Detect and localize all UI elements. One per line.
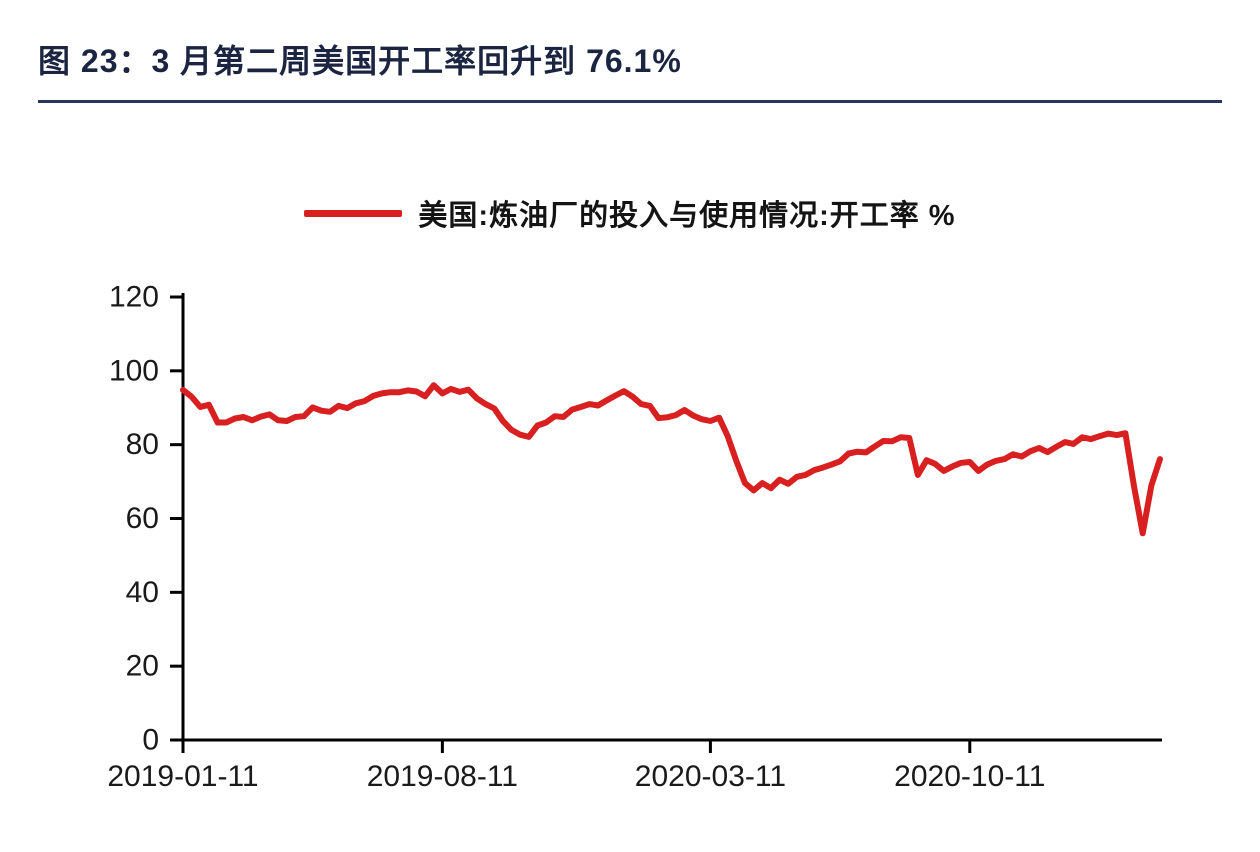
- y-tick-label: 60: [126, 502, 159, 535]
- y-tick-label: 100: [109, 354, 159, 387]
- chart-legend: 美国:炼油厂的投入与使用情况:开工率 %: [0, 192, 1260, 234]
- series-line: [180, 382, 1163, 537]
- y-tick-label: 20: [126, 650, 159, 683]
- y-tick-label: 0: [142, 724, 159, 757]
- x-tick-label: 2019-01-11: [107, 760, 258, 793]
- x-tick-label: 2019-08-11: [367, 760, 518, 793]
- y-tick-label: 80: [126, 428, 159, 461]
- legend-line-swatch: [304, 209, 403, 217]
- figure-title: 图 23：3 月第二周美国开工率回升到 76.1%: [38, 43, 682, 79]
- legend-label: 美国:炼油厂的投入与使用情况:开工率 %: [418, 200, 956, 232]
- y-tick-label: 120: [109, 281, 159, 314]
- title-divider: [38, 100, 1222, 103]
- x-tick-label: 2020-10-11: [894, 760, 1045, 793]
- x-tick-label: 2020-03-11: [635, 760, 786, 793]
- y-tick-label: 40: [126, 576, 159, 609]
